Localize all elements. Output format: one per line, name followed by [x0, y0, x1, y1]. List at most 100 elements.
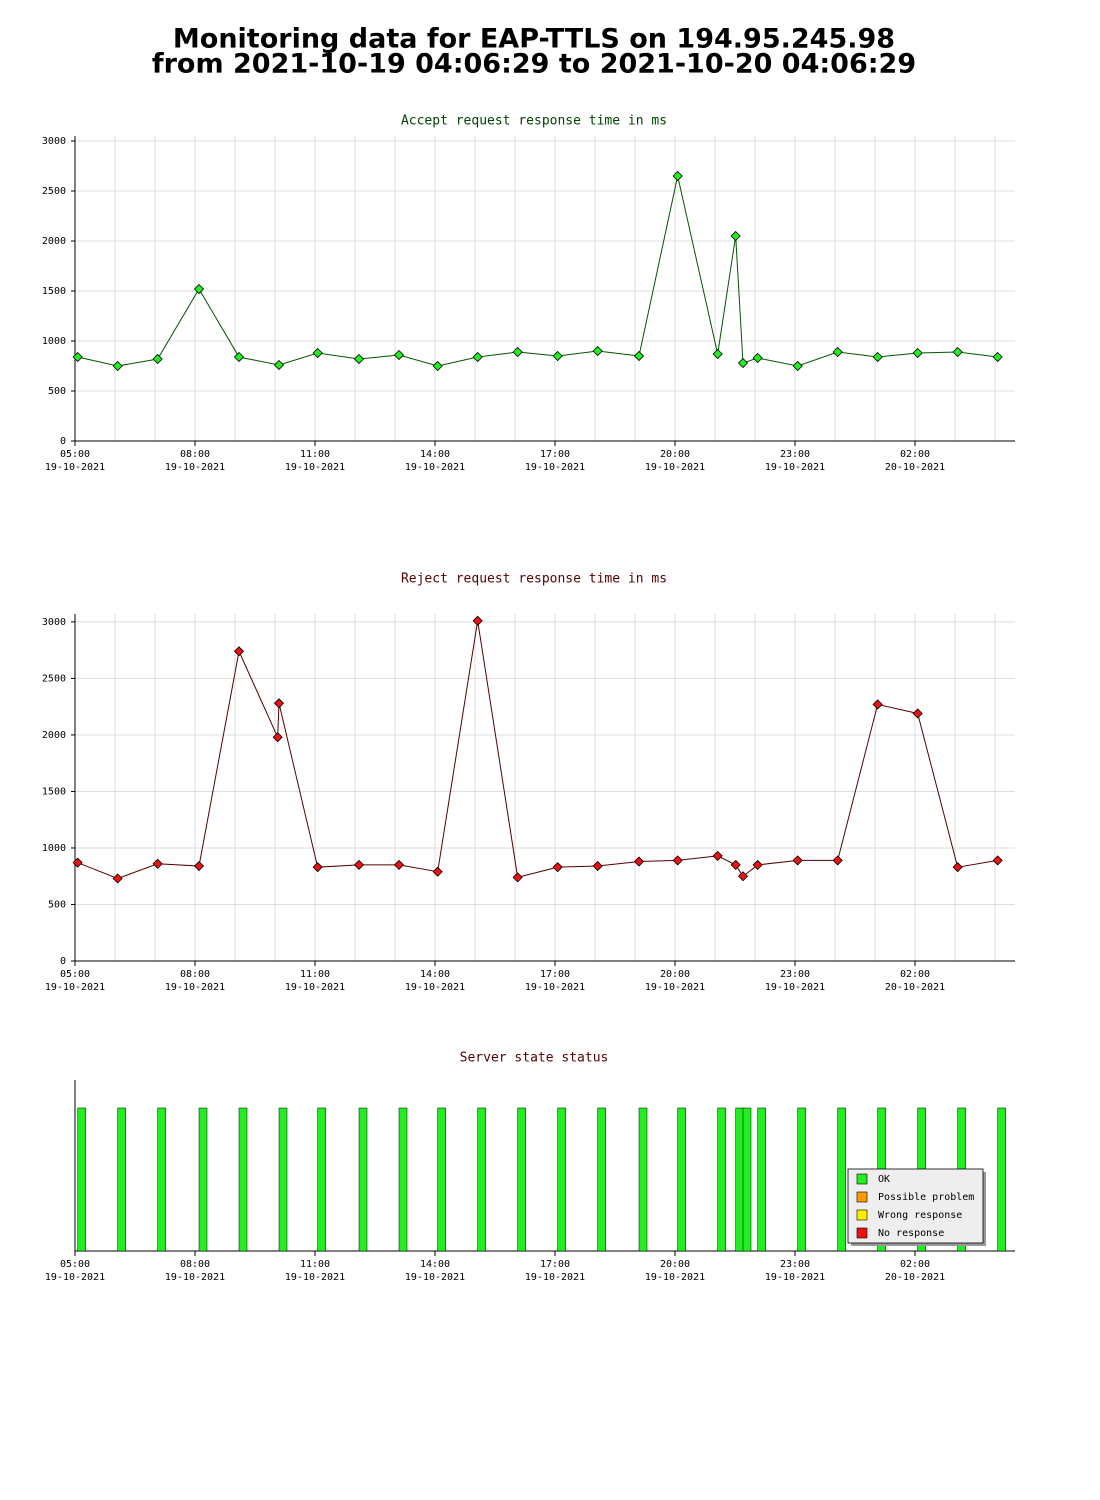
- marker: [792, 855, 803, 866]
- chart-title: Server state status: [460, 1051, 609, 1066]
- marker: [472, 351, 483, 363]
- x-tick-sublabel: 19-10-2021: [645, 1272, 705, 1283]
- x-tick-sublabel: 19-10-2021: [45, 462, 105, 473]
- marker: [193, 283, 205, 295]
- marker: [233, 351, 245, 363]
- marker: [152, 353, 163, 365]
- marker: [872, 351, 883, 363]
- x-tick-label: 23:00: [780, 969, 810, 980]
- marker: [592, 860, 603, 872]
- marker: [737, 871, 749, 882]
- y-tick-label: 2500: [42, 673, 66, 684]
- x-tick-sublabel: 20-10-2021: [885, 462, 945, 473]
- x-tick-label: 17:00: [540, 1259, 570, 1270]
- x-tick-sublabel: 19-10-2021: [765, 982, 825, 993]
- status-bar: [238, 1107, 248, 1252]
- line: [77, 175, 998, 367]
- y-tick-label: 500: [48, 899, 66, 910]
- status-bar: [742, 1107, 752, 1252]
- status-bar: [797, 1107, 806, 1252]
- x-tick-label: 02:00: [900, 449, 930, 460]
- marker: [952, 346, 963, 358]
- legend-label: Possible problem: [878, 1192, 974, 1203]
- x-tick-label: 02:00: [900, 969, 930, 980]
- x-tick-label: 17:00: [540, 969, 570, 980]
- marker: [233, 646, 245, 657]
- y-tick-label: 2500: [42, 186, 66, 197]
- x-tick-label: 14:00: [420, 449, 450, 460]
- marker: [193, 860, 205, 872]
- chart-title: Accept request response time in ms: [401, 114, 667, 129]
- status-bar: [597, 1107, 606, 1252]
- marker: [472, 615, 483, 626]
- y-tick-label: 1000: [42, 336, 66, 347]
- marker: [992, 351, 1003, 363]
- marker: [672, 170, 683, 182]
- x-tick-label: 11:00: [300, 449, 330, 460]
- marker: [752, 859, 763, 870]
- x-tick-label: 08:00: [180, 449, 210, 460]
- legend-label: No response: [878, 1228, 944, 1239]
- marker: [633, 856, 645, 867]
- marker: [832, 346, 843, 358]
- marker: [353, 353, 365, 365]
- y-tick-label: 1000: [42, 843, 66, 854]
- line: [77, 620, 998, 880]
- x-tick-label: 05:00: [60, 449, 90, 460]
- x-tick-sublabel: 19-10-2021: [405, 982, 465, 993]
- x-tick-label: 11:00: [300, 1259, 330, 1270]
- legend: OK Possible problem Wrong response No respo…: [847, 1168, 986, 1246]
- marker: [792, 360, 803, 372]
- x-tick-sublabel: 19-10-2021: [285, 1272, 345, 1283]
- status-bar: [677, 1107, 686, 1252]
- status-bar: [837, 1107, 846, 1252]
- marker: [272, 732, 283, 743]
- y-tick-label: 0: [60, 436, 66, 447]
- y-tick-label: 1500: [42, 286, 66, 297]
- x-tick-sublabel: 19-10-2021: [645, 982, 705, 993]
- marker: [730, 230, 741, 242]
- marker: [552, 862, 563, 873]
- marker: [992, 855, 1003, 866]
- x-tick-sublabel: 20-10-2021: [885, 1272, 945, 1283]
- page-title: Monitoring data for EAP-TTLS on 194.95.2…: [173, 24, 895, 55]
- marker: [672, 855, 683, 866]
- legend-swatch: [856, 1191, 868, 1203]
- x-tick-label: 20:00: [660, 969, 690, 980]
- status-bar: [157, 1107, 166, 1252]
- legend-swatch: [856, 1173, 868, 1185]
- x-tick-sublabel: 19-10-2021: [525, 982, 585, 993]
- x-tick-sublabel: 19-10-2021: [165, 1272, 225, 1283]
- marker: [730, 859, 741, 870]
- page-subtitle: from 2021-10-19 04:06:29 to 2021-10-20 0…: [152, 49, 916, 80]
- x-tick-label: 23:00: [780, 1259, 810, 1270]
- status-bar: [757, 1107, 766, 1252]
- marker: [112, 360, 123, 372]
- marker: [633, 350, 645, 362]
- x-tick-sublabel: 19-10-2021: [525, 1272, 585, 1283]
- marker: [552, 350, 563, 362]
- marker: [432, 866, 443, 877]
- y-tick-label: 500: [48, 386, 66, 397]
- x-tick-label: 08:00: [180, 1259, 210, 1270]
- status-bar: [317, 1107, 326, 1252]
- marker: [112, 873, 123, 884]
- x-tick-sublabel: 19-10-2021: [765, 462, 825, 473]
- status-bar: [557, 1107, 566, 1252]
- x-tick-sublabel: 20-10-2021: [885, 982, 945, 993]
- marker: [752, 352, 763, 364]
- x-tick-label: 20:00: [660, 449, 690, 460]
- legend-box: [847, 1168, 984, 1244]
- status-bar: [638, 1107, 648, 1252]
- marker: [512, 872, 523, 883]
- marker: [737, 357, 749, 369]
- marker: [952, 862, 963, 873]
- x-tick-sublabel: 19-10-2021: [645, 462, 705, 473]
- x-tick-sublabel: 19-10-2021: [285, 462, 345, 473]
- marker: [312, 862, 323, 873]
- y-tick-label: 3000: [42, 136, 66, 147]
- status-bar: [117, 1107, 126, 1252]
- y-tick-label: 1500: [42, 786, 66, 797]
- chart: Reject request response time in ms 0 500 10…: [42, 572, 1015, 993]
